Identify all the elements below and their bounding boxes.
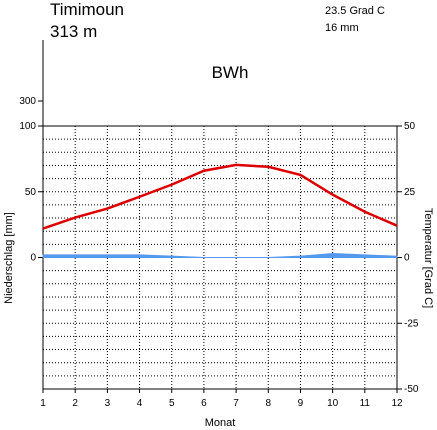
x-tick-label: 6 xyxy=(201,398,207,409)
chart-subtitle: 313 m xyxy=(50,22,97,41)
y2-tick-label: 25 xyxy=(404,187,416,198)
y2-axis-label: Temperatur [Grad C] xyxy=(422,208,434,308)
x-tick-label: 1 xyxy=(40,398,46,409)
y2-tick-label: -50 xyxy=(404,384,419,395)
precipitation-area xyxy=(42,253,398,258)
y-axis-label: Niederschlag [mm] xyxy=(3,212,15,304)
chart-title: Timimoun xyxy=(50,0,124,19)
x-tick-label: 9 xyxy=(298,398,304,409)
y2-tick-label: 0 xyxy=(404,253,410,264)
y-tick-label: 50 xyxy=(25,187,37,198)
x-tick-label: 5 xyxy=(169,398,175,409)
y2-tick-label: 50 xyxy=(404,121,416,132)
climate-class: BWh xyxy=(212,63,249,82)
x-tick-label: 7 xyxy=(233,398,239,409)
x-tick-label: 10 xyxy=(327,398,339,409)
x-tick-label: 8 xyxy=(265,398,271,409)
x-tick-label: 12 xyxy=(391,398,403,409)
y-tick-label: 100 xyxy=(19,121,36,132)
y2-tick-label: -25 xyxy=(404,318,419,329)
x-tick-label: 4 xyxy=(137,398,143,409)
annotation: 16 mm xyxy=(325,22,359,34)
y-tick-label: 300 xyxy=(19,96,36,107)
annotation: 23.5 Grad C xyxy=(325,5,385,17)
x-tick-label: 3 xyxy=(105,398,111,409)
x-tick-label: 2 xyxy=(72,398,78,409)
y-tick-label: 0 xyxy=(30,253,36,264)
temperature-line xyxy=(42,163,398,230)
x-tick-label: 11 xyxy=(360,398,371,409)
x-axis-label: Monat xyxy=(205,417,236,429)
